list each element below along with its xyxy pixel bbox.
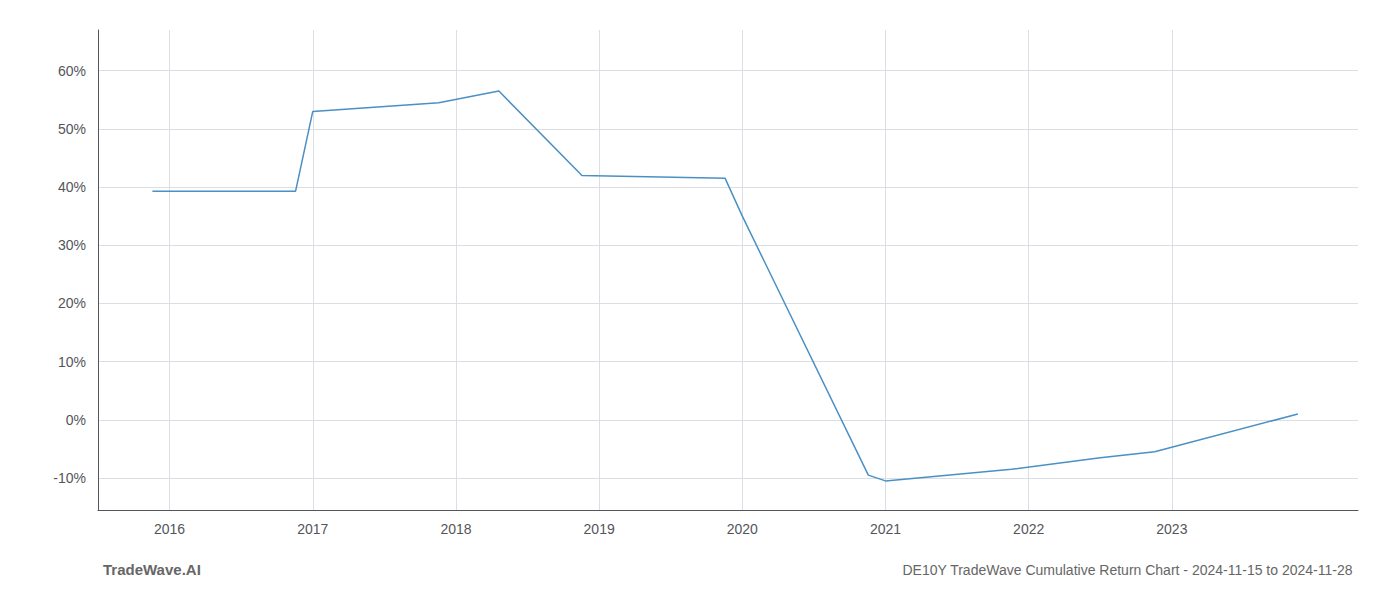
svg-text:-10%: -10% [53, 470, 86, 486]
svg-text:60%: 60% [58, 63, 86, 79]
svg-text:0%: 0% [66, 412, 86, 428]
svg-text:50%: 50% [58, 121, 86, 137]
svg-text:2018: 2018 [440, 521, 471, 537]
svg-text:2016: 2016 [154, 521, 185, 537]
svg-text:2019: 2019 [584, 521, 615, 537]
svg-text:30%: 30% [58, 237, 86, 253]
svg-text:2017: 2017 [297, 521, 328, 537]
svg-text:DE10Y TradeWave Cumulative Ret: DE10Y TradeWave Cumulative Return Chart … [902, 562, 1352, 578]
svg-text:2023: 2023 [1156, 521, 1187, 537]
svg-text:TradeWave.AI: TradeWave.AI [103, 561, 201, 578]
svg-text:2022: 2022 [1013, 521, 1044, 537]
svg-text:40%: 40% [58, 179, 86, 195]
svg-text:10%: 10% [58, 354, 86, 370]
svg-text:2021: 2021 [870, 521, 901, 537]
svg-text:20%: 20% [58, 295, 86, 311]
svg-text:2020: 2020 [727, 521, 758, 537]
